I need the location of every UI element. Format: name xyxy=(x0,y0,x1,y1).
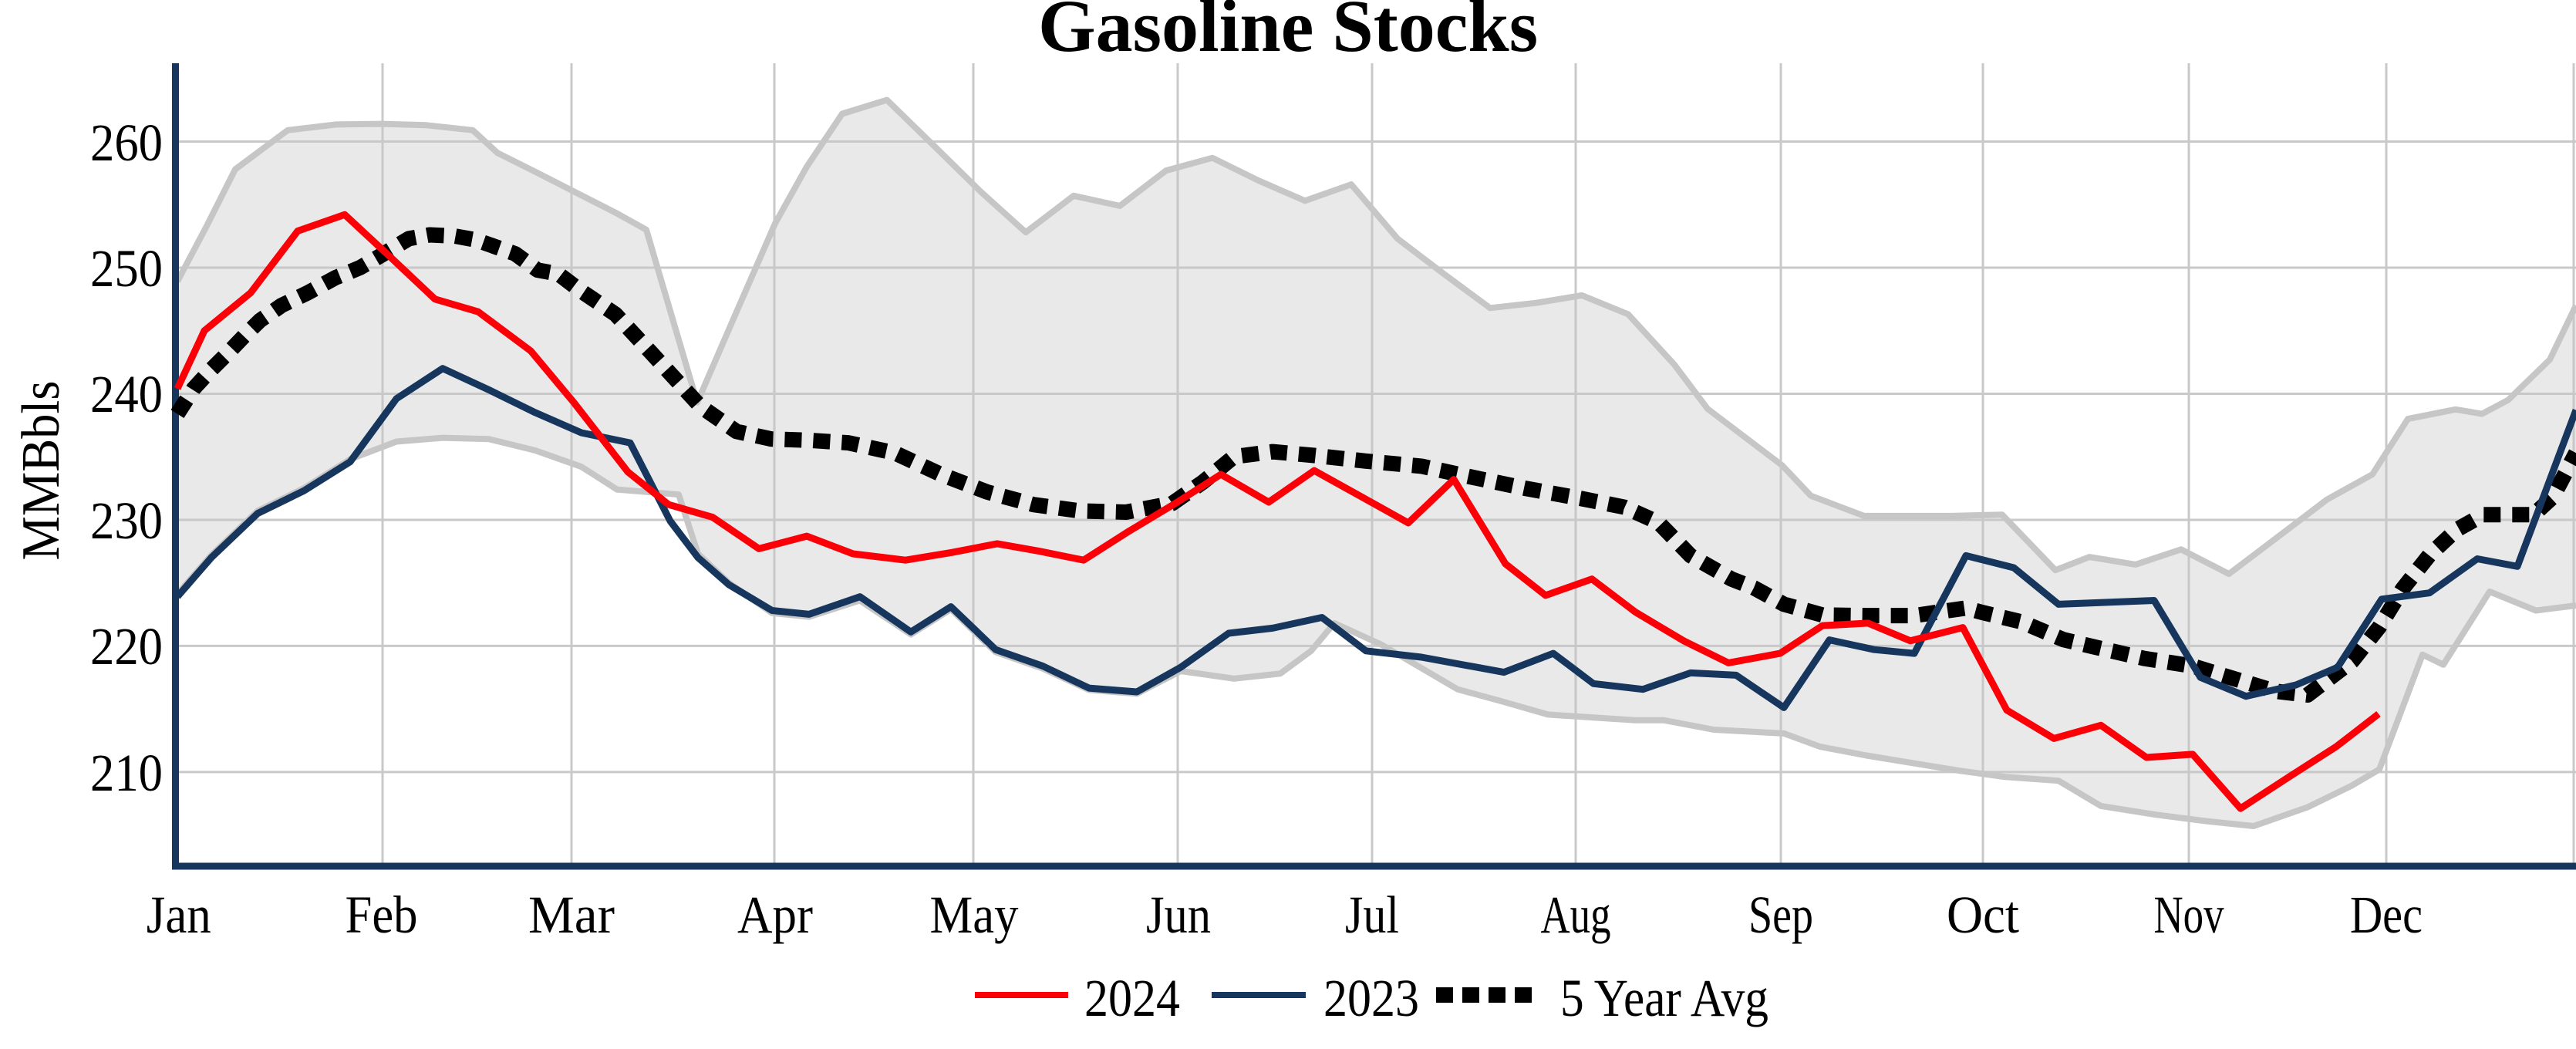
svg-text:2024: 2024 xyxy=(1084,969,1180,1027)
svg-text:Jul: Jul xyxy=(1345,885,1399,944)
svg-text:Gasoline Stocks: Gasoline Stocks xyxy=(1038,0,1538,67)
svg-text:Apr: Apr xyxy=(737,885,813,944)
svg-text:260: 260 xyxy=(90,113,163,172)
svg-text:210: 210 xyxy=(90,744,163,802)
svg-text:Jan: Jan xyxy=(147,885,211,944)
svg-text:230: 230 xyxy=(90,491,163,550)
svg-text:250: 250 xyxy=(90,239,163,298)
svg-text:Sep: Sep xyxy=(1748,885,1813,944)
svg-text:Nov: Nov xyxy=(2154,885,2224,944)
svg-text:220: 220 xyxy=(90,617,163,676)
svg-text:Oct: Oct xyxy=(1947,885,2019,944)
svg-text:MMBbls: MMBbls xyxy=(12,381,71,561)
svg-text:Mar: Mar xyxy=(528,885,615,944)
svg-text:Jun: Jun xyxy=(1146,885,1211,944)
svg-text:Aug: Aug xyxy=(1541,885,1611,944)
svg-text:Dec: Dec xyxy=(2350,885,2423,944)
svg-text:Feb: Feb xyxy=(346,885,418,944)
svg-text:2023: 2023 xyxy=(1323,969,1419,1027)
svg-text:May: May xyxy=(930,885,1019,944)
svg-text:240: 240 xyxy=(90,365,163,423)
svg-text:5 Year Avg: 5 Year Avg xyxy=(1560,969,1768,1027)
